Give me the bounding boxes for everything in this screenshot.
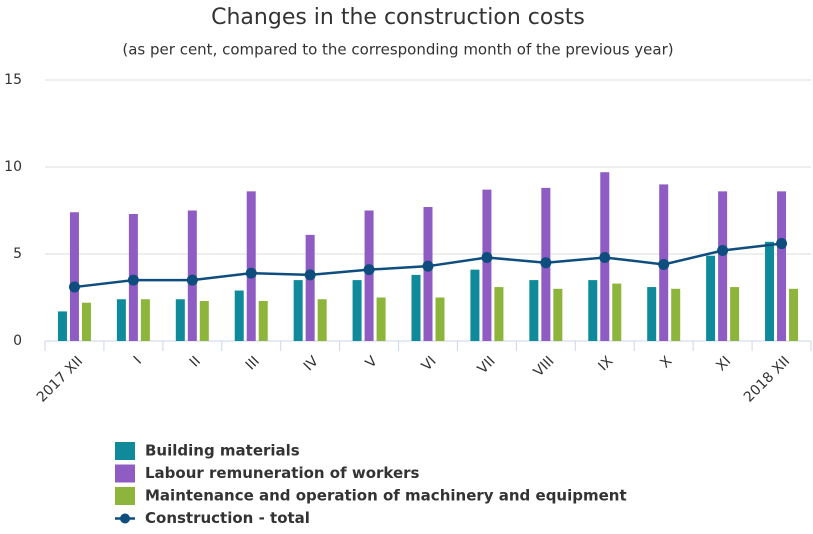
y-tick-label: 0 [13, 333, 22, 349]
x-tick-label: VIII [531, 353, 558, 380]
point [658, 258, 670, 270]
legend-label: Construction - total [145, 509, 310, 527]
bar [57, 311, 67, 341]
point [68, 281, 80, 293]
bar [482, 189, 492, 341]
bar [293, 280, 303, 341]
bar [140, 299, 150, 341]
x-tick-label: III [243, 353, 263, 373]
x-tick-label: I [131, 353, 145, 367]
point [776, 238, 788, 250]
bar [376, 297, 386, 341]
bar [718, 191, 728, 341]
legend-swatch [115, 464, 135, 483]
bar [777, 191, 787, 341]
legend-label: Building materials [145, 442, 300, 460]
bar [411, 274, 421, 341]
bar [258, 300, 268, 341]
bar [246, 191, 256, 341]
point [599, 251, 611, 263]
y-tick-label: 15 [4, 72, 22, 88]
chart-subtitle: (as per cent, compared to the correspond… [122, 41, 673, 59]
point [717, 245, 729, 257]
bar [175, 299, 185, 341]
bar [423, 207, 433, 341]
legend-marker [120, 513, 130, 524]
x-tick-label: XI [713, 353, 734, 374]
y-tick-label: 5 [13, 246, 22, 262]
bar [706, 255, 716, 341]
legend-swatch [115, 487, 135, 505]
x-tick-label: IV [301, 353, 322, 374]
bar [671, 288, 681, 341]
point [186, 274, 198, 286]
bar [69, 212, 79, 341]
x-tick-label: 2017 XII [34, 353, 86, 405]
y-tick-label: 10 [4, 159, 22, 175]
point [363, 264, 375, 276]
x-tick-label: X [657, 353, 675, 371]
bar [435, 297, 445, 341]
point [481, 251, 493, 263]
bar [305, 234, 315, 341]
legend-swatch [115, 442, 135, 460]
bar [199, 300, 209, 341]
point [422, 260, 434, 272]
legend-label: Labour remuneration of workers [145, 464, 420, 482]
point [245, 267, 257, 279]
x-tick-label: II [187, 353, 204, 370]
bar [765, 241, 775, 341]
bar [234, 290, 244, 341]
x-tick-label: V [363, 353, 381, 371]
bar [364, 210, 374, 341]
bar [789, 288, 799, 341]
point [304, 269, 316, 281]
bar [553, 288, 563, 341]
bar [529, 280, 539, 341]
x-tick-label: VII [475, 353, 499, 377]
bar [494, 287, 504, 341]
bar [730, 287, 740, 341]
bar [116, 299, 126, 341]
chart-title: Changes in the construction costs [211, 5, 585, 30]
legend-label: Maintenance and operation of machinery a… [145, 487, 627, 505]
point [127, 274, 139, 286]
bar [470, 269, 480, 341]
x-tick-label: 2018 XII [741, 353, 793, 405]
point [540, 257, 552, 269]
bar [647, 287, 657, 341]
bar [612, 283, 622, 341]
bar [317, 299, 327, 341]
x-tick-label: IX [595, 353, 616, 374]
x-tick-label: VI [419, 353, 440, 374]
bar [81, 302, 91, 341]
bar [588, 280, 598, 341]
bar [352, 280, 362, 341]
